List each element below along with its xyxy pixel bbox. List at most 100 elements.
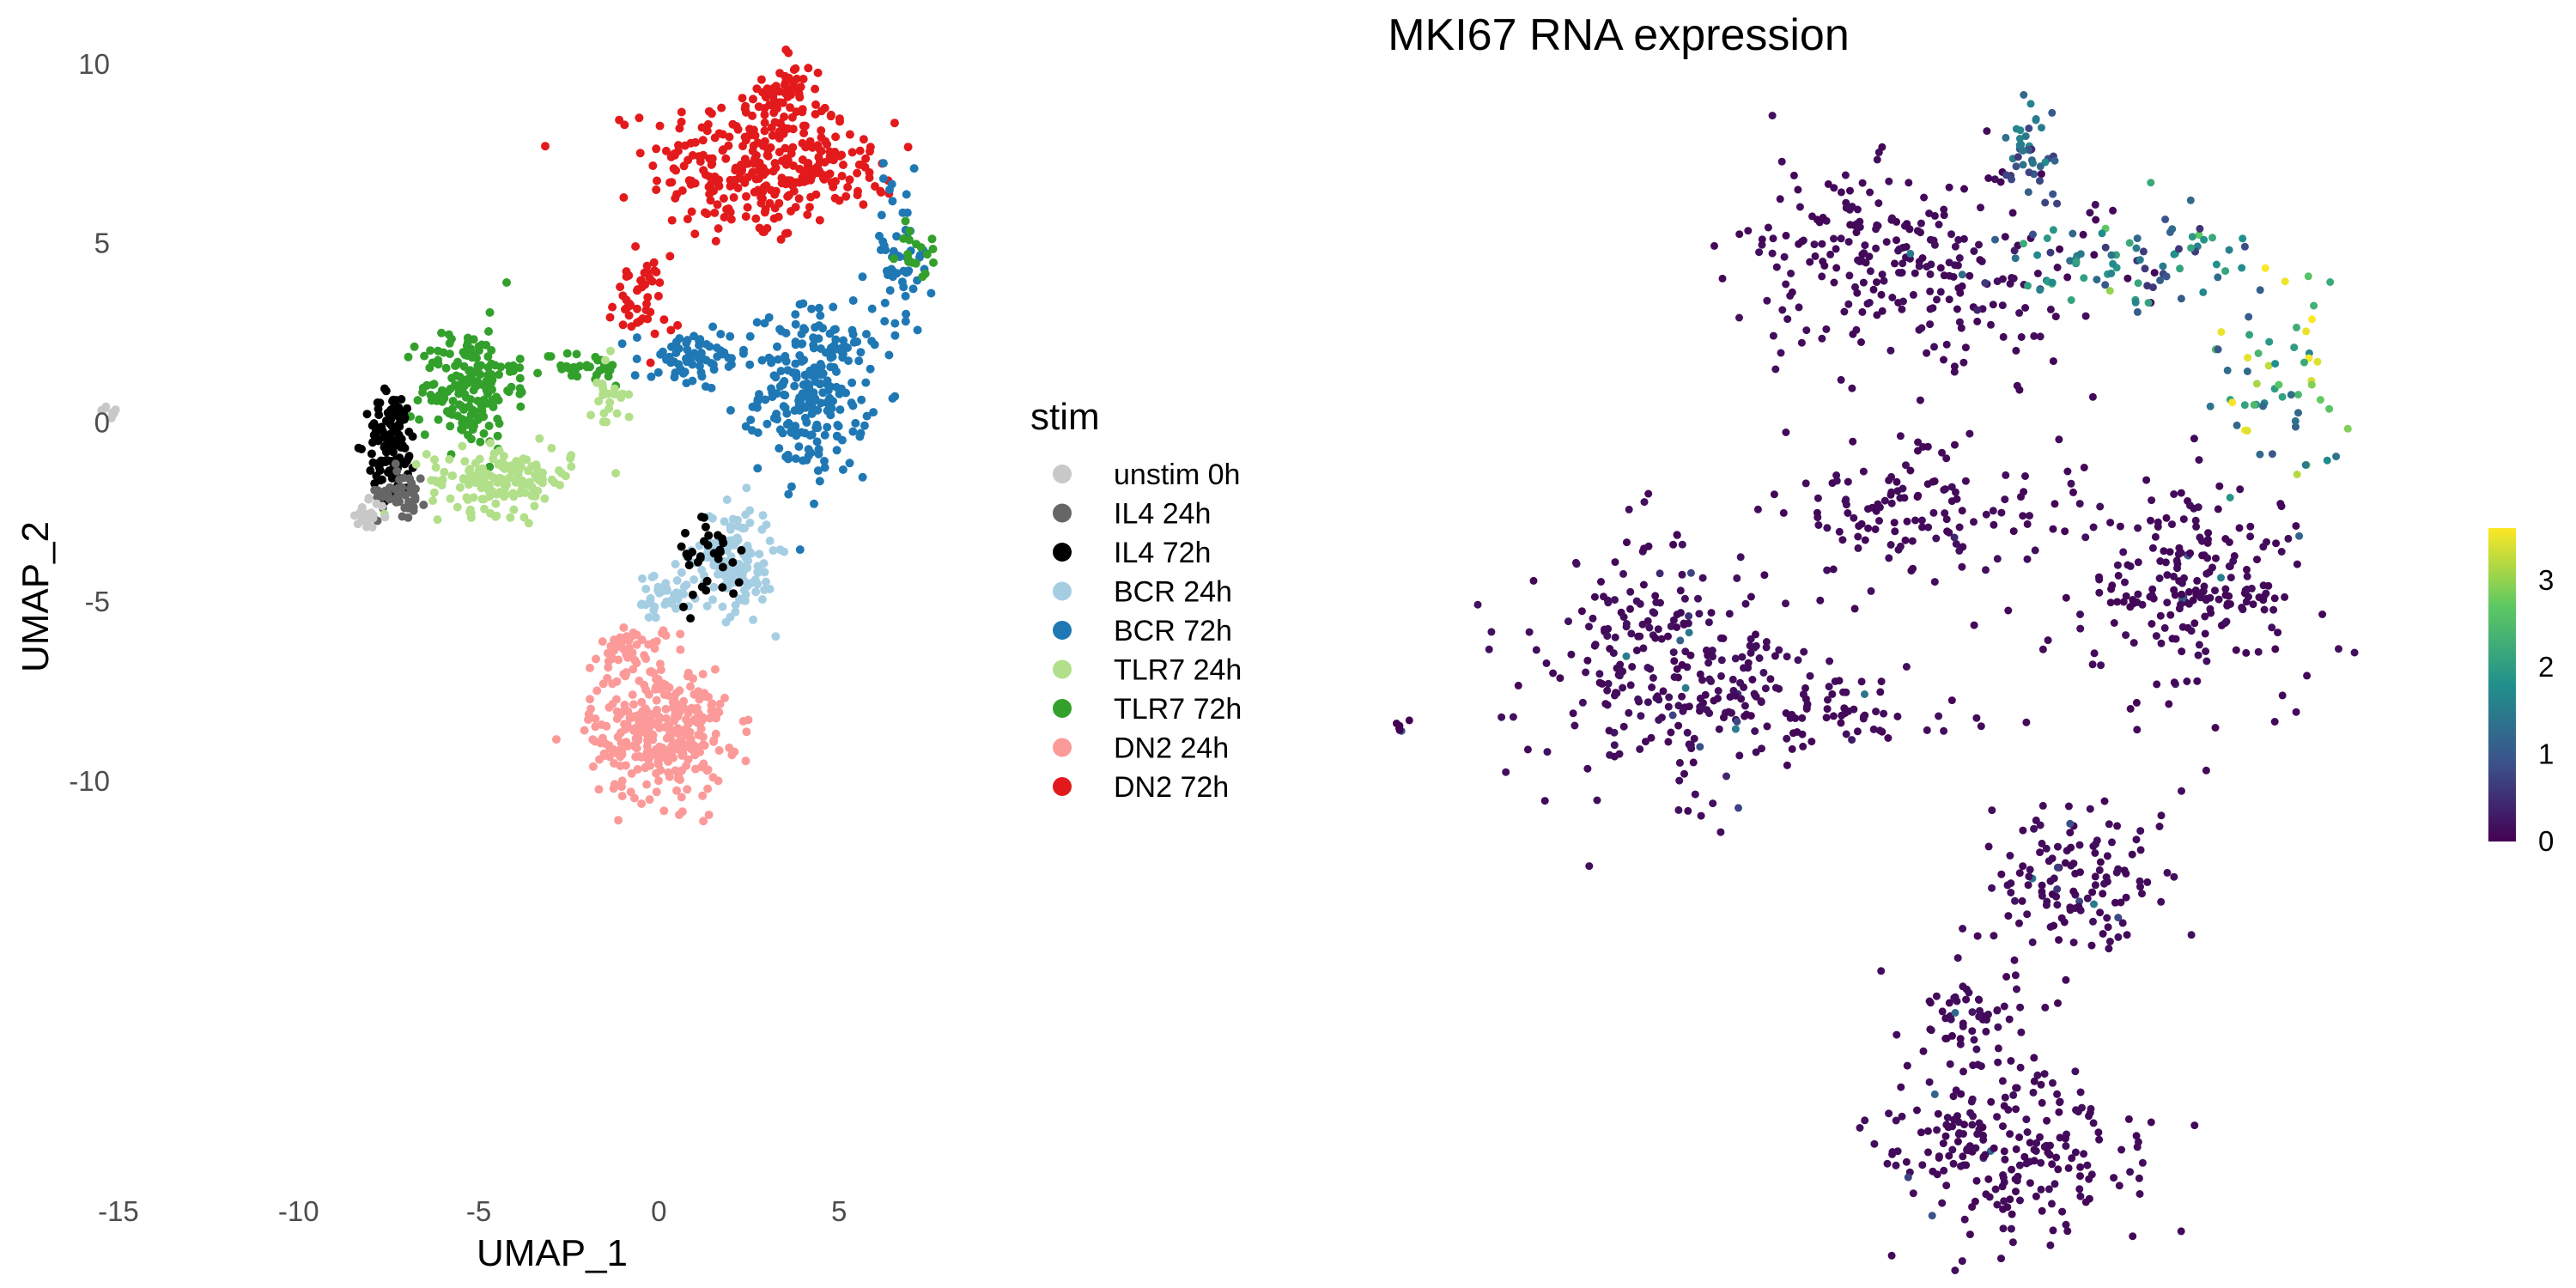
expression-point xyxy=(2236,485,2245,494)
stim-point xyxy=(745,360,755,369)
expression-point xyxy=(1832,264,1841,272)
expression-point xyxy=(1778,306,1787,314)
stim-point xyxy=(769,96,779,106)
expression-point xyxy=(2015,919,2023,927)
expression-point xyxy=(2071,1067,2080,1076)
expression-point xyxy=(2022,1159,2031,1168)
expression-point xyxy=(2139,247,2148,256)
stim-point xyxy=(652,185,661,194)
stim-point xyxy=(818,170,828,179)
stim-point xyxy=(704,811,714,819)
expression-point xyxy=(2088,888,2097,896)
stim-point xyxy=(903,249,913,258)
stim-point xyxy=(635,752,644,761)
expression-point xyxy=(2069,229,2077,238)
expression-point xyxy=(2170,872,2178,881)
expression-point xyxy=(2142,476,2151,484)
stim-point xyxy=(596,738,605,748)
stim-point xyxy=(516,402,526,411)
expression-point xyxy=(2110,619,2118,627)
stim-point xyxy=(810,499,818,508)
stim-point xyxy=(541,142,550,151)
stim-point xyxy=(803,161,812,170)
expression-point xyxy=(2069,887,2078,896)
expression-point xyxy=(1975,996,1984,1004)
expression-point xyxy=(2055,435,2063,444)
stim-point xyxy=(694,351,703,361)
expression-point xyxy=(1768,249,1777,258)
stim-point xyxy=(708,595,717,605)
expression-point xyxy=(1953,305,1961,313)
stim-point xyxy=(718,562,727,572)
expression-point xyxy=(2194,651,2202,659)
stim-point xyxy=(635,149,645,158)
expression-point xyxy=(1762,638,1771,646)
stim-point xyxy=(698,791,708,800)
stim-point xyxy=(795,545,805,555)
stim-point xyxy=(357,506,367,514)
expression-point xyxy=(2021,132,2030,141)
stim-point xyxy=(831,132,841,142)
expression-point xyxy=(2243,572,2251,580)
stim-point xyxy=(362,410,372,419)
stim-point xyxy=(767,123,776,132)
expression-point xyxy=(1920,193,1929,202)
expression-point xyxy=(2066,819,2075,828)
expression-point xyxy=(1673,531,1681,539)
expression-point xyxy=(1622,652,1631,660)
expression-point xyxy=(1875,503,1884,512)
stim-point xyxy=(694,709,703,719)
stim-point xyxy=(665,252,675,261)
stim-point xyxy=(446,494,455,503)
expression-point xyxy=(2221,585,2230,593)
expression-point xyxy=(2293,560,2301,568)
expression-point xyxy=(2076,1172,2084,1181)
expression-point xyxy=(1710,241,1718,250)
expression-point xyxy=(2026,866,2034,874)
expression-point xyxy=(1982,566,1990,574)
expression-point xyxy=(2053,885,2062,893)
expression-point xyxy=(2048,108,2057,117)
stim-point xyxy=(707,109,716,118)
expression-point xyxy=(1905,225,1914,234)
expression-point xyxy=(1923,726,1931,734)
stim-point xyxy=(791,203,800,212)
expression-point xyxy=(2343,424,2352,433)
stim-point xyxy=(760,319,769,328)
expression-point xyxy=(1880,496,1889,505)
expression-point xyxy=(1603,632,1612,641)
expression-point xyxy=(1981,279,1990,287)
stim-point xyxy=(814,321,823,331)
expression-point xyxy=(1959,1152,1967,1161)
stim-point xyxy=(621,305,629,314)
stim-point xyxy=(619,623,629,632)
expression-point xyxy=(2326,278,2335,286)
stim-point xyxy=(756,198,766,208)
expression-point xyxy=(1867,586,1875,595)
stim-point xyxy=(661,579,671,588)
expression-point xyxy=(1893,712,1902,720)
stim-point xyxy=(710,133,720,143)
expression-point xyxy=(1757,697,1765,706)
expression-point xyxy=(1997,1255,2005,1263)
expression-point xyxy=(2228,398,2237,407)
expression-point xyxy=(2148,283,2157,292)
expression-point xyxy=(1957,324,1965,332)
stim-point xyxy=(733,521,743,531)
stim-point xyxy=(854,186,862,196)
expression-point xyxy=(2148,544,2157,552)
expression-point xyxy=(1740,664,1747,672)
stim-point xyxy=(771,373,781,382)
expression-point xyxy=(1918,523,1927,532)
expression-point xyxy=(1959,925,1967,933)
colorbar-gradient xyxy=(2488,528,2516,841)
expression-point xyxy=(2095,1135,2104,1144)
stim-point xyxy=(702,210,712,219)
expression-point xyxy=(2078,1103,2086,1112)
expression-point xyxy=(2177,489,2185,497)
stim-point xyxy=(888,394,897,403)
expression-point xyxy=(1645,623,1654,632)
expression-point xyxy=(2095,588,2104,597)
expression-point xyxy=(1851,283,1859,291)
expression-point xyxy=(1679,707,1687,715)
